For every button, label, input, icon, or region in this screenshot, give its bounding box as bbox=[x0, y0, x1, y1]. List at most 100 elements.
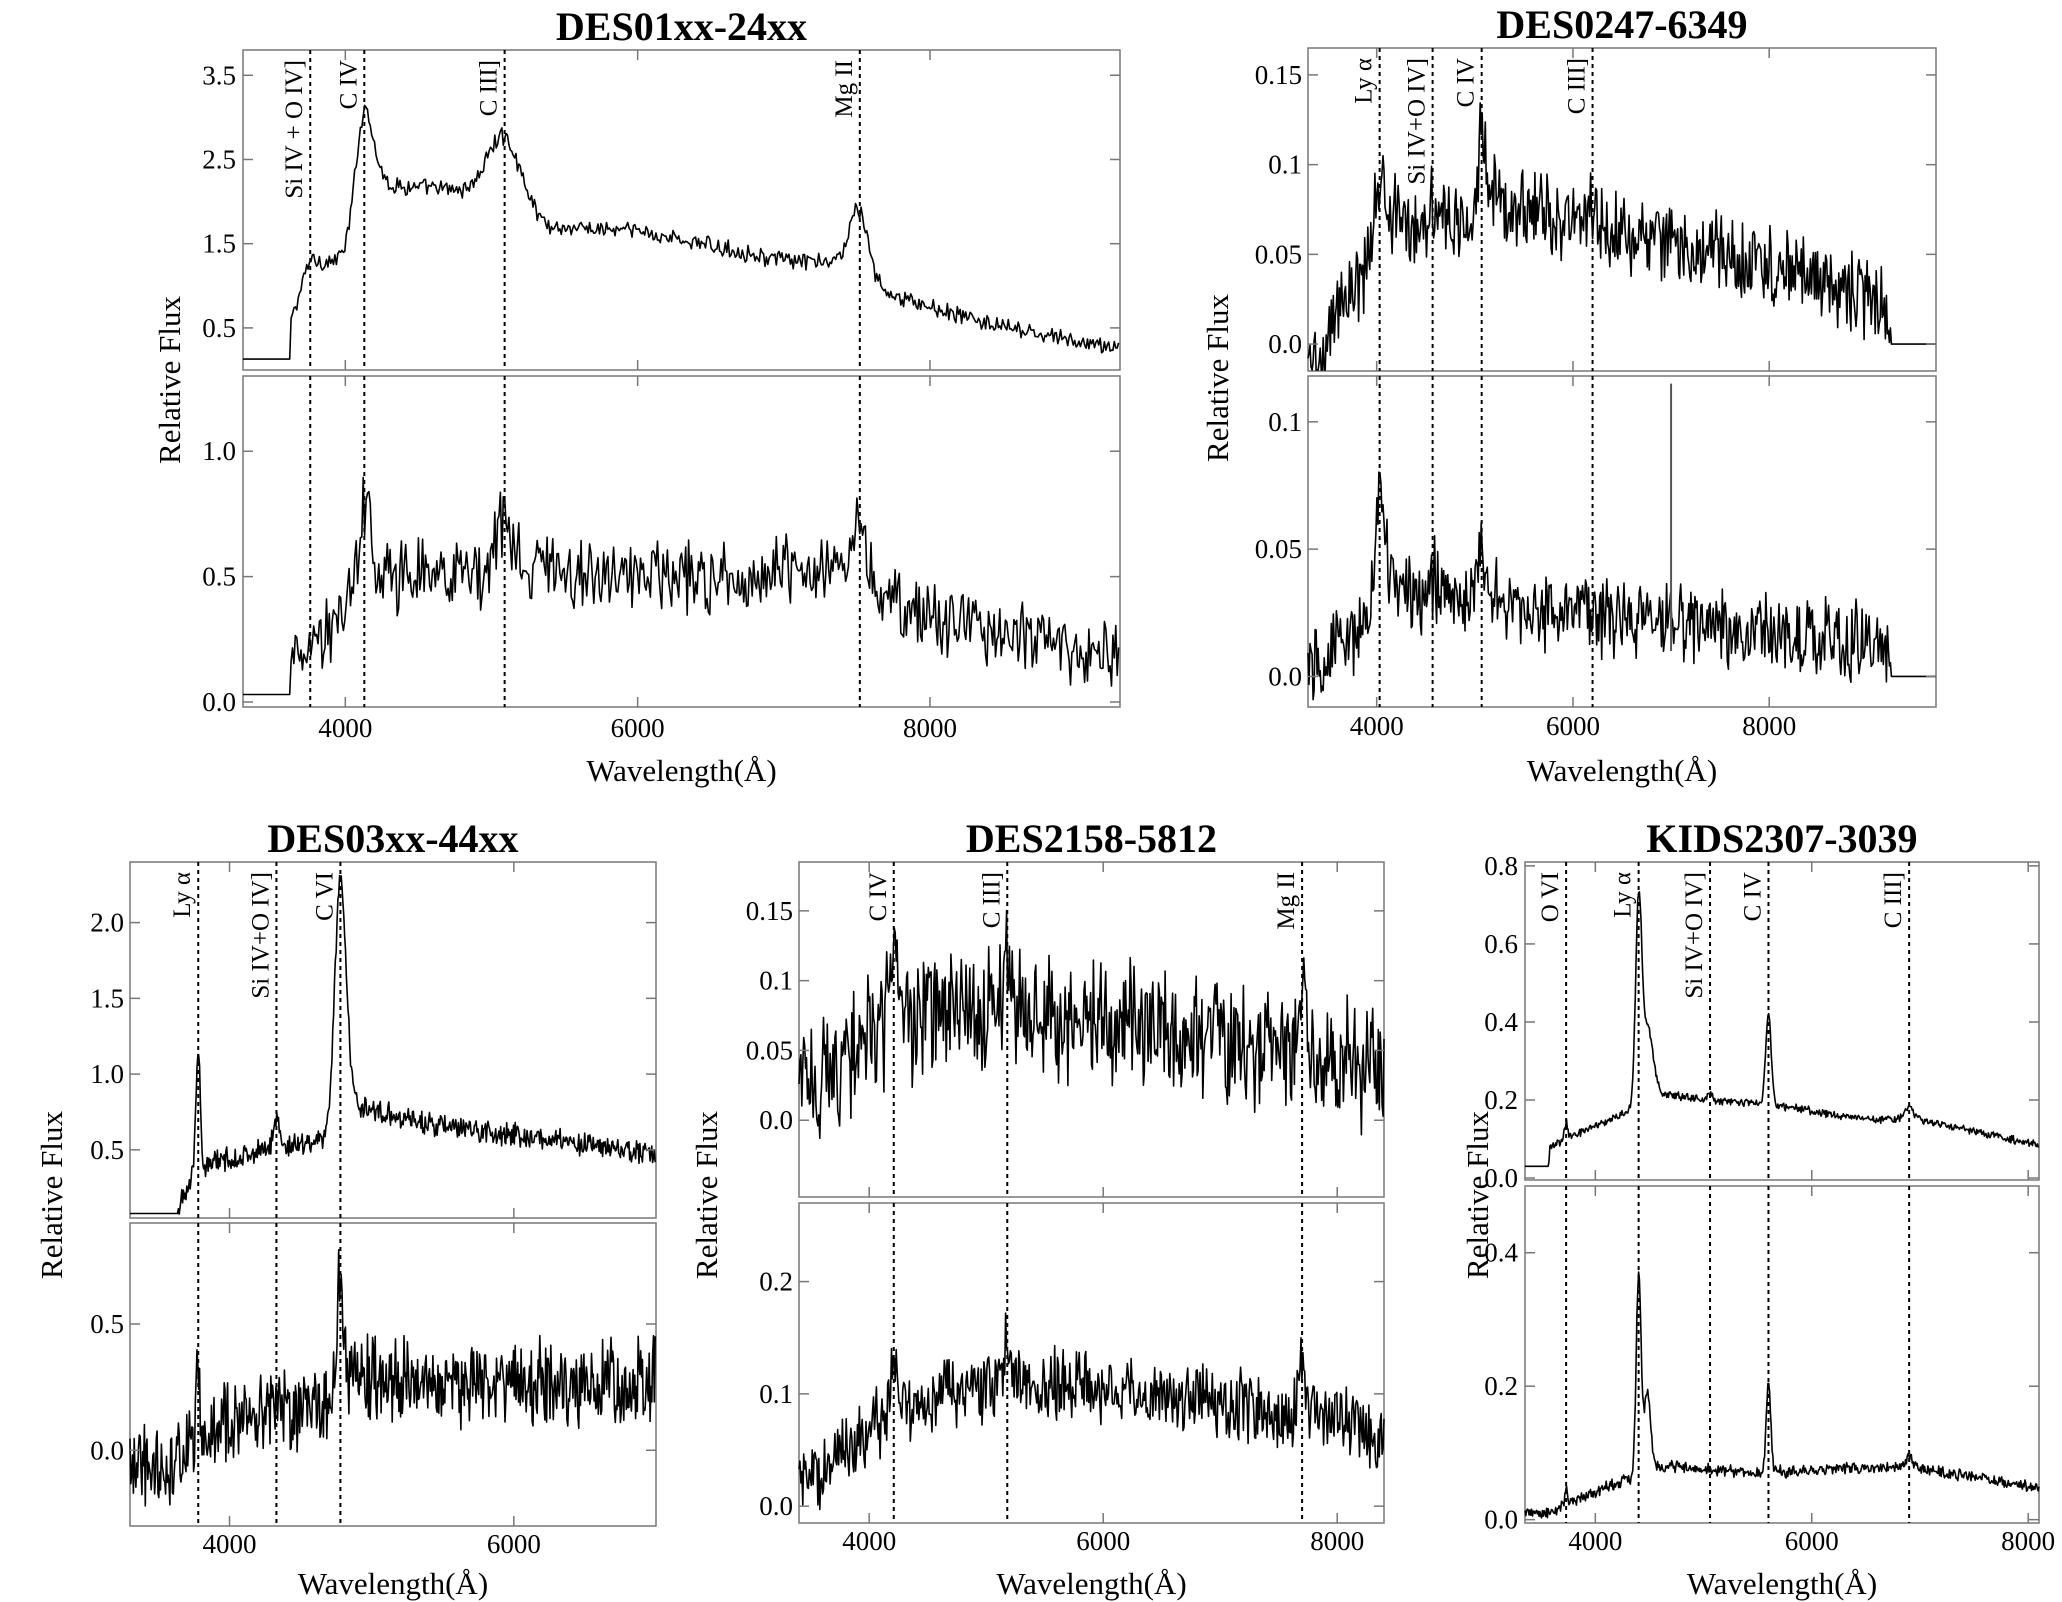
y-tick-label: 3.5 bbox=[202, 60, 236, 90]
emission-line-label: C VI bbox=[311, 872, 338, 921]
panel-top: 0.0 0.05 0.1 0.15 bbox=[746, 861, 1385, 1198]
y-tick-label: 2.5 bbox=[202, 144, 236, 174]
chart-title: DES01xx-24xx bbox=[556, 4, 807, 49]
x-tick-label: 6000 bbox=[1076, 1526, 1130, 1556]
panel-bottom: 0.0 0.05 0.1 bbox=[1255, 375, 1937, 708]
x-tick-label: 8000 bbox=[903, 713, 957, 743]
emission-line-label: Ly α bbox=[1610, 872, 1637, 918]
chart-title: DES03xx-44xx bbox=[267, 816, 518, 861]
emission-line-label: Mg II bbox=[831, 60, 858, 118]
y-tick-label: 0.4 bbox=[1484, 1007, 1518, 1037]
emission-line-label: C III] bbox=[978, 872, 1005, 928]
y-axis-label: Relative Flux bbox=[34, 1111, 69, 1279]
x-axis-label: Wavelength(Å) bbox=[1527, 753, 1717, 788]
x-axis-label: Wavelength(Å) bbox=[1687, 1566, 1877, 1601]
y-tick-label: 0.1 bbox=[1268, 407, 1302, 437]
spectrum-line bbox=[1307, 471, 1936, 701]
spectrum-line bbox=[1525, 891, 2040, 1168]
spectrum-line bbox=[798, 1312, 1385, 1511]
y-tick-label: 0.8 bbox=[1484, 851, 1518, 881]
spectrum-line bbox=[243, 104, 1120, 360]
y-tick-label: 0.0 bbox=[1268, 661, 1302, 691]
chart-2: DES0247-6349 0.0 0.05 0.1 0.15 0.0 0.05 0.1 Ly α… bbox=[1200, 2, 1937, 788]
y-tick-label: 0.4 bbox=[1484, 1238, 1518, 1268]
y-tick-label: 0.0 bbox=[90, 1435, 124, 1465]
panel-bottom: 0.0 0.5 1.0 bbox=[202, 375, 1121, 717]
y-tick-label: 0.6 bbox=[1484, 929, 1518, 959]
y-axis-label: Relative Flux bbox=[152, 296, 187, 464]
y-tick-label: 0.5 bbox=[202, 313, 236, 343]
emission-line-label: Si IV+O IV] bbox=[247, 872, 274, 999]
y-tick-label: 0.5 bbox=[90, 1309, 124, 1339]
x-tick-label: 6000 bbox=[487, 1529, 541, 1559]
y-tick-label: 0.2 bbox=[1484, 1371, 1518, 1401]
plot-frame bbox=[1524, 1185, 2040, 1524]
panel-top: 0.5 1.0 1.5 2.0 bbox=[90, 861, 657, 1219]
x-axis-label: Wavelength(Å) bbox=[298, 1566, 488, 1601]
panel-top: 0.0 0.05 0.1 0.15 bbox=[1255, 47, 1937, 372]
chart-4: DES2158-5812 0.0 0.05 0.1 0.15 0.0 0.1 0.2 C IV C… bbox=[689, 816, 1385, 1601]
emission-line-label: C III] bbox=[1880, 872, 1907, 928]
spectrum-line bbox=[1307, 102, 1936, 371]
spectrum-line bbox=[129, 1249, 656, 1507]
emission-line-label: Ly α bbox=[1351, 58, 1378, 104]
y-tick-label: 0.05 bbox=[746, 1035, 793, 1065]
y-tick-label: 0.5 bbox=[202, 562, 236, 592]
emission-line-label: Ly α bbox=[169, 872, 196, 918]
panel-top: 0.0 0.2 0.4 0.6 0.8 bbox=[1484, 851, 2040, 1193]
y-tick-label: 1.5 bbox=[90, 983, 124, 1013]
x-axis-label: Wavelength(Å) bbox=[996, 1566, 1186, 1601]
y-tick-label: 1.0 bbox=[202, 436, 236, 466]
plot-frame bbox=[242, 49, 1121, 371]
emission-line-label: O VI bbox=[1537, 872, 1564, 922]
x-tick-label: 4000 bbox=[842, 1526, 896, 1556]
emission-line-label: Si IV + O IV] bbox=[281, 60, 308, 199]
x-tick-label: 6000 bbox=[1785, 1526, 1839, 1556]
emission-line-label: C IV bbox=[865, 872, 892, 921]
y-tick-label: 0.5 bbox=[90, 1135, 124, 1165]
plot-frame bbox=[242, 375, 1121, 708]
emission-line-label: Mg II bbox=[1273, 872, 1300, 930]
y-tick-label: 1.0 bbox=[90, 1059, 124, 1089]
chart-5: KIDS2307-3039 0.0 0.2 0.4 0.6 0.8 0.0 0.2 0.4 O V… bbox=[1460, 816, 2055, 1601]
x-tick-label: 8000 bbox=[1742, 711, 1796, 741]
emission-line-label: Si IV+O IV] bbox=[1681, 872, 1708, 999]
chart-3: DES03xx-44xx 0.5 1.0 1.5 2.0 0.0 0.5 Ly α Si IV+… bbox=[34, 816, 657, 1601]
spectrum-line bbox=[243, 476, 1120, 696]
spectrum-line bbox=[130, 874, 656, 1215]
x-tick-label: 6000 bbox=[1546, 711, 1600, 741]
x-tick-label: 8000 bbox=[2001, 1526, 2055, 1556]
plot-frame bbox=[129, 1222, 657, 1527]
y-tick-label: 0.15 bbox=[1255, 60, 1302, 90]
emission-line-label: C IV bbox=[1739, 872, 1766, 921]
y-axis-label: Relative Flux bbox=[689, 1111, 724, 1279]
x-axis-label: Wavelength(Å) bbox=[586, 753, 776, 788]
x-tick-label: 4000 bbox=[318, 713, 372, 743]
y-tick-label: 0.2 bbox=[759, 1267, 793, 1297]
x-tick-label: 4000 bbox=[1350, 711, 1404, 741]
y-tick-label: 0.15 bbox=[746, 896, 793, 926]
y-tick-label: 0.1 bbox=[759, 1379, 793, 1409]
y-tick-label: 0.1 bbox=[1268, 150, 1302, 180]
y-tick-label: 0.0 bbox=[759, 1105, 793, 1135]
emission-line-label: C IV bbox=[335, 60, 362, 109]
y-axis-label: Relative Flux bbox=[1460, 1111, 1495, 1279]
plot-frame bbox=[129, 861, 657, 1219]
y-tick-label: 0.05 bbox=[1255, 239, 1302, 269]
y-tick-label: 0.0 bbox=[1484, 1505, 1518, 1535]
panel-bottom: 0.0 0.2 0.4 bbox=[1484, 1185, 2040, 1535]
y-tick-label: 0.0 bbox=[1268, 329, 1302, 359]
chart-title: DES2158-5812 bbox=[966, 816, 1217, 861]
y-axis-label: Relative Flux bbox=[1200, 294, 1235, 462]
x-tick-label: 4000 bbox=[203, 1529, 257, 1559]
plot-frame bbox=[1307, 375, 1937, 708]
y-tick-label: 0.0 bbox=[759, 1491, 793, 1521]
y-tick-label: 0.0 bbox=[202, 687, 236, 717]
panel-top: 0.5 1.5 2.5 3.5 bbox=[202, 49, 1121, 371]
emission-line-label: Si IV+O IV] bbox=[1404, 58, 1431, 185]
chart-title: KIDS2307-3039 bbox=[1646, 816, 1917, 861]
emission-line-label: C III] bbox=[476, 60, 503, 116]
x-tick-label: 6000 bbox=[611, 713, 665, 743]
emission-line-label: C IV bbox=[1453, 58, 1480, 107]
